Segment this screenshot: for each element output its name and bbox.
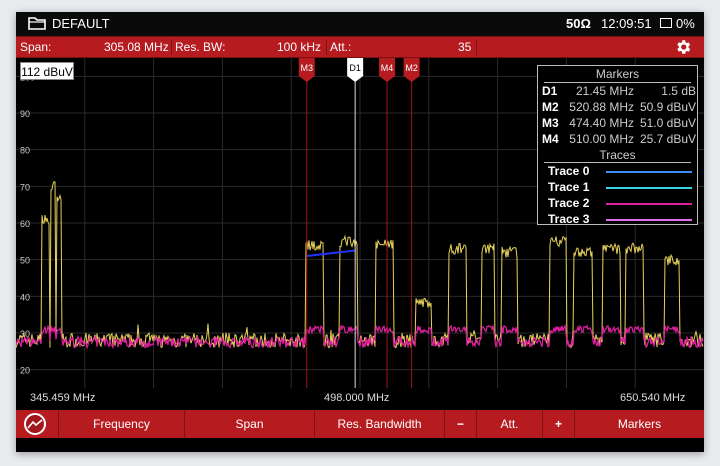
trace-row[interactable]: Trace 0 xyxy=(548,164,693,180)
frequency-axis: 345.459 MHz 498.000 MHz 650.540 MHz xyxy=(16,388,704,410)
y-tick-label: 40 xyxy=(20,292,30,302)
y-tick-label: 30 xyxy=(20,329,30,339)
rbw-label: Res. BW: xyxy=(175,40,226,54)
span-button[interactable]: Span xyxy=(184,410,314,438)
delta-marker-line xyxy=(306,249,356,257)
marker-row[interactable]: D1 21.45 MHz 1.5 dB xyxy=(542,84,697,100)
markers-button[interactable]: Markers xyxy=(574,410,704,438)
marker-row[interactable]: M2 520.88 MHz 50.9 dBuV xyxy=(542,100,697,116)
trace-color-swatch xyxy=(606,219,692,221)
trace-label: Trace 3 xyxy=(548,212,590,226)
y-tick-label: 20 xyxy=(20,366,30,376)
marker-flag xyxy=(347,58,364,82)
softkey-bar: Frequency Span Res. Bandwidth − Att. + M… xyxy=(16,410,704,438)
status-bar: DEFAULT 50Ω 12:09:51 0% xyxy=(16,12,704,36)
y-tick-label: 70 xyxy=(20,182,30,192)
start-frequency: 345.459 MHz xyxy=(30,392,96,404)
spectrum-home-icon[interactable] xyxy=(24,413,46,435)
att-increase-button[interactable]: + xyxy=(542,410,574,438)
gear-icon[interactable] xyxy=(674,38,692,59)
trace-color-swatch xyxy=(606,187,692,189)
analyzer-screen: DEFAULT 50Ω 12:09:51 0% Span: 305.08 MHz… xyxy=(16,12,704,452)
battery-percent: 0% xyxy=(676,16,695,31)
y-tick-label: 90 xyxy=(20,109,30,119)
marker-value: 50.9 dBuV xyxy=(639,100,696,114)
y-tick-label: 50 xyxy=(20,256,30,266)
marker-id: D1 xyxy=(542,84,558,98)
live-trace xyxy=(16,323,704,350)
traces-layer xyxy=(16,181,704,350)
trace-label: Trace 0 xyxy=(548,164,590,178)
marker-flag xyxy=(403,58,420,82)
marker-row[interactable]: M4 510.00 MHz 25.7 dBuV xyxy=(542,132,697,148)
marker-flag-label: M3 xyxy=(301,63,314,73)
att-label: Att.: xyxy=(330,40,352,54)
profile-name[interactable]: DEFAULT xyxy=(52,16,110,31)
clock: 12:09:51 xyxy=(601,16,652,31)
marker-lines-layer: M3 D1 M4 M2 xyxy=(298,58,420,388)
marker-id: M4 xyxy=(542,132,559,146)
y-tick-label: 80 xyxy=(20,146,30,156)
markers-title: Markers xyxy=(595,67,640,81)
trace-row[interactable]: Trace 2 xyxy=(548,196,693,212)
marker-flag-label: M2 xyxy=(405,63,418,73)
marker-frequency: 21.45 MHz xyxy=(575,84,634,98)
att-button[interactable]: Att. xyxy=(476,410,542,438)
span-value[interactable]: 305.08 MHz xyxy=(104,40,169,54)
marker-flag-label: M4 xyxy=(381,63,394,73)
battery-icon xyxy=(660,18,672,28)
impedance-indicator: 50Ω xyxy=(566,16,591,31)
att-decrease-button[interactable]: − xyxy=(444,410,476,438)
reference-level[interactable]: 112 dBuV xyxy=(20,62,74,80)
marker-frequency: 474.40 MHz xyxy=(569,116,634,130)
traces-title: Traces xyxy=(599,148,636,162)
trace-label: Trace 2 xyxy=(548,196,590,210)
marker-value: 25.7 dBuV xyxy=(639,132,696,146)
marker-row[interactable]: M3 474.40 MHz 51.0 dBuV xyxy=(542,116,697,132)
trace-color-swatch xyxy=(606,203,692,205)
y-axis-ticks: 1009080706050403020 xyxy=(20,72,35,375)
marker-frequency: 520.88 MHz xyxy=(569,100,634,114)
marker-id: M3 xyxy=(542,116,559,130)
marker-frequency: 510.00 MHz xyxy=(569,132,634,146)
marker-flag xyxy=(379,58,396,82)
trace-row[interactable]: Trace 3 xyxy=(548,212,693,228)
att-value[interactable]: 35 xyxy=(458,40,472,54)
marker-flag-label: D1 xyxy=(349,63,361,73)
trace-label: Trace 1 xyxy=(548,180,590,194)
y-tick-label: 60 xyxy=(20,219,30,229)
frequency-button[interactable]: Frequency xyxy=(58,410,184,438)
stop-frequency: 650.540 MHz xyxy=(620,392,686,404)
trace-color-swatch xyxy=(606,171,692,173)
parameter-bar: Span: 305.08 MHz Res. BW: 100 kHz Att.: … xyxy=(16,36,704,58)
rbw-value[interactable]: 100 kHz xyxy=(277,40,322,54)
folder-icon[interactable] xyxy=(28,16,46,33)
res-bandwidth-button[interactable]: Res. Bandwidth xyxy=(314,410,444,438)
markers-panel: Markers D1 21.45 MHz 1.5 dB M2 520.88 MHz 50.… xyxy=(537,65,698,228)
span-label: Span: xyxy=(20,40,52,54)
marker-value: 51.0 dBuV xyxy=(639,116,696,130)
trace-row[interactable]: Trace 1 xyxy=(548,180,693,196)
marker-flag xyxy=(298,58,315,82)
center-frequency: 498.000 MHz xyxy=(324,392,390,404)
marker-value: 1.5 dB xyxy=(661,84,696,98)
marker-id: M2 xyxy=(542,100,559,114)
